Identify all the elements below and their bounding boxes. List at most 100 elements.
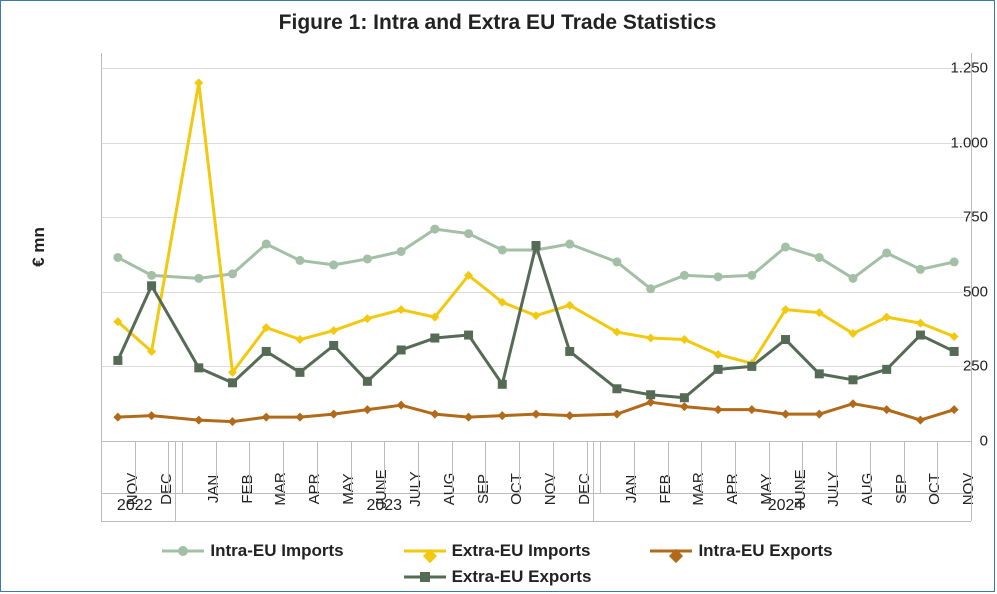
x-separator bbox=[735, 441, 736, 493]
x-separator bbox=[769, 441, 770, 493]
series-marker bbox=[612, 410, 621, 419]
series-marker bbox=[882, 248, 891, 257]
series-marker bbox=[747, 362, 756, 371]
legend-swatch bbox=[162, 545, 204, 557]
axis-line bbox=[101, 441, 971, 442]
legend: Intra-EU ImportsExtra-EU ImportsIntra-EU… bbox=[1, 541, 994, 587]
series-marker bbox=[397, 247, 406, 256]
series-marker bbox=[295, 256, 304, 265]
series-marker bbox=[262, 347, 271, 356]
series-marker bbox=[565, 240, 574, 249]
series-marker bbox=[295, 413, 304, 422]
series-marker bbox=[714, 365, 723, 374]
x-separator bbox=[634, 441, 635, 493]
series-marker bbox=[916, 319, 925, 328]
series-marker bbox=[646, 390, 655, 399]
series-marker bbox=[363, 377, 372, 386]
legend-swatch bbox=[404, 571, 446, 583]
x-separator bbox=[600, 441, 601, 493]
series-marker bbox=[194, 78, 203, 87]
series-marker bbox=[882, 365, 891, 374]
x-separator bbox=[668, 441, 669, 493]
series-marker bbox=[397, 401, 406, 410]
series-line bbox=[118, 229, 954, 289]
series-marker bbox=[329, 260, 338, 269]
series-marker bbox=[147, 281, 156, 290]
legend-item: Extra-EU Exports bbox=[404, 567, 592, 587]
x-separator bbox=[351, 441, 352, 493]
ytick-label: 750 bbox=[896, 209, 988, 226]
series-marker bbox=[950, 347, 959, 356]
x-separator bbox=[553, 441, 554, 493]
legend-label: Extra-EU Imports bbox=[452, 541, 591, 561]
axis-line bbox=[101, 521, 971, 522]
series-marker bbox=[228, 269, 237, 278]
ytick-label: 500 bbox=[896, 283, 988, 300]
series-marker bbox=[464, 229, 473, 238]
series-marker bbox=[714, 405, 723, 414]
legend-label: Intra-EU Exports bbox=[698, 541, 832, 561]
series-marker bbox=[194, 416, 203, 425]
series-marker bbox=[848, 375, 857, 384]
series-marker bbox=[194, 363, 203, 372]
series-marker bbox=[363, 254, 372, 263]
series-marker bbox=[565, 347, 574, 356]
series-marker bbox=[680, 393, 689, 402]
series-marker bbox=[430, 334, 439, 343]
x-separator bbox=[485, 441, 486, 493]
legend-item: Extra-EU Imports bbox=[404, 541, 591, 561]
year-label: 2022 bbox=[101, 497, 168, 515]
series-marker bbox=[714, 350, 723, 359]
ytick-label: 1.000 bbox=[896, 134, 988, 151]
series-marker bbox=[113, 253, 122, 262]
x-separator bbox=[519, 441, 520, 493]
series-marker bbox=[747, 271, 756, 280]
series-marker bbox=[397, 305, 406, 314]
plot-area bbox=[101, 53, 971, 441]
x-separator bbox=[168, 441, 169, 493]
series-marker bbox=[680, 271, 689, 280]
series-marker bbox=[532, 241, 541, 250]
x-separator bbox=[216, 441, 217, 493]
series-marker bbox=[262, 240, 271, 249]
series-marker bbox=[848, 274, 857, 283]
series-marker bbox=[950, 332, 959, 341]
series-marker bbox=[848, 399, 857, 408]
chart-title: Figure 1: Intra and Extra EU Trade Stati… bbox=[1, 11, 994, 35]
series-marker bbox=[228, 417, 237, 426]
year-separator bbox=[175, 441, 176, 521]
year-label: 2023 bbox=[182, 497, 587, 515]
series-marker bbox=[916, 265, 925, 274]
series-marker bbox=[950, 405, 959, 414]
series-marker bbox=[916, 416, 925, 425]
series-marker bbox=[532, 410, 541, 419]
series-marker bbox=[363, 405, 372, 414]
x-separator bbox=[836, 441, 837, 493]
x-separator bbox=[937, 441, 938, 493]
series-marker bbox=[498, 380, 507, 389]
series-marker bbox=[194, 274, 203, 283]
x-separator bbox=[701, 441, 702, 493]
series-marker bbox=[147, 271, 156, 280]
series-marker bbox=[612, 257, 621, 266]
chart-frame: Figure 1: Intra and Extra EU Trade Stati… bbox=[0, 0, 995, 592]
series-marker bbox=[781, 335, 790, 344]
series-marker bbox=[815, 369, 824, 378]
series-marker bbox=[532, 311, 541, 320]
legend-item: Intra-EU Exports bbox=[650, 541, 832, 561]
x-separator bbox=[904, 441, 905, 493]
series-marker bbox=[430, 410, 439, 419]
series-marker bbox=[714, 272, 723, 281]
series-marker bbox=[113, 356, 122, 365]
x-separator bbox=[384, 441, 385, 493]
x-separator bbox=[418, 441, 419, 493]
series-marker bbox=[916, 331, 925, 340]
series-marker bbox=[228, 378, 237, 387]
x-separator bbox=[870, 441, 871, 493]
x-separator bbox=[452, 441, 453, 493]
legend-swatch bbox=[650, 545, 692, 557]
series-marker bbox=[612, 384, 621, 393]
legend-swatch bbox=[404, 545, 446, 557]
series-marker bbox=[498, 245, 507, 254]
series-marker bbox=[329, 410, 338, 419]
